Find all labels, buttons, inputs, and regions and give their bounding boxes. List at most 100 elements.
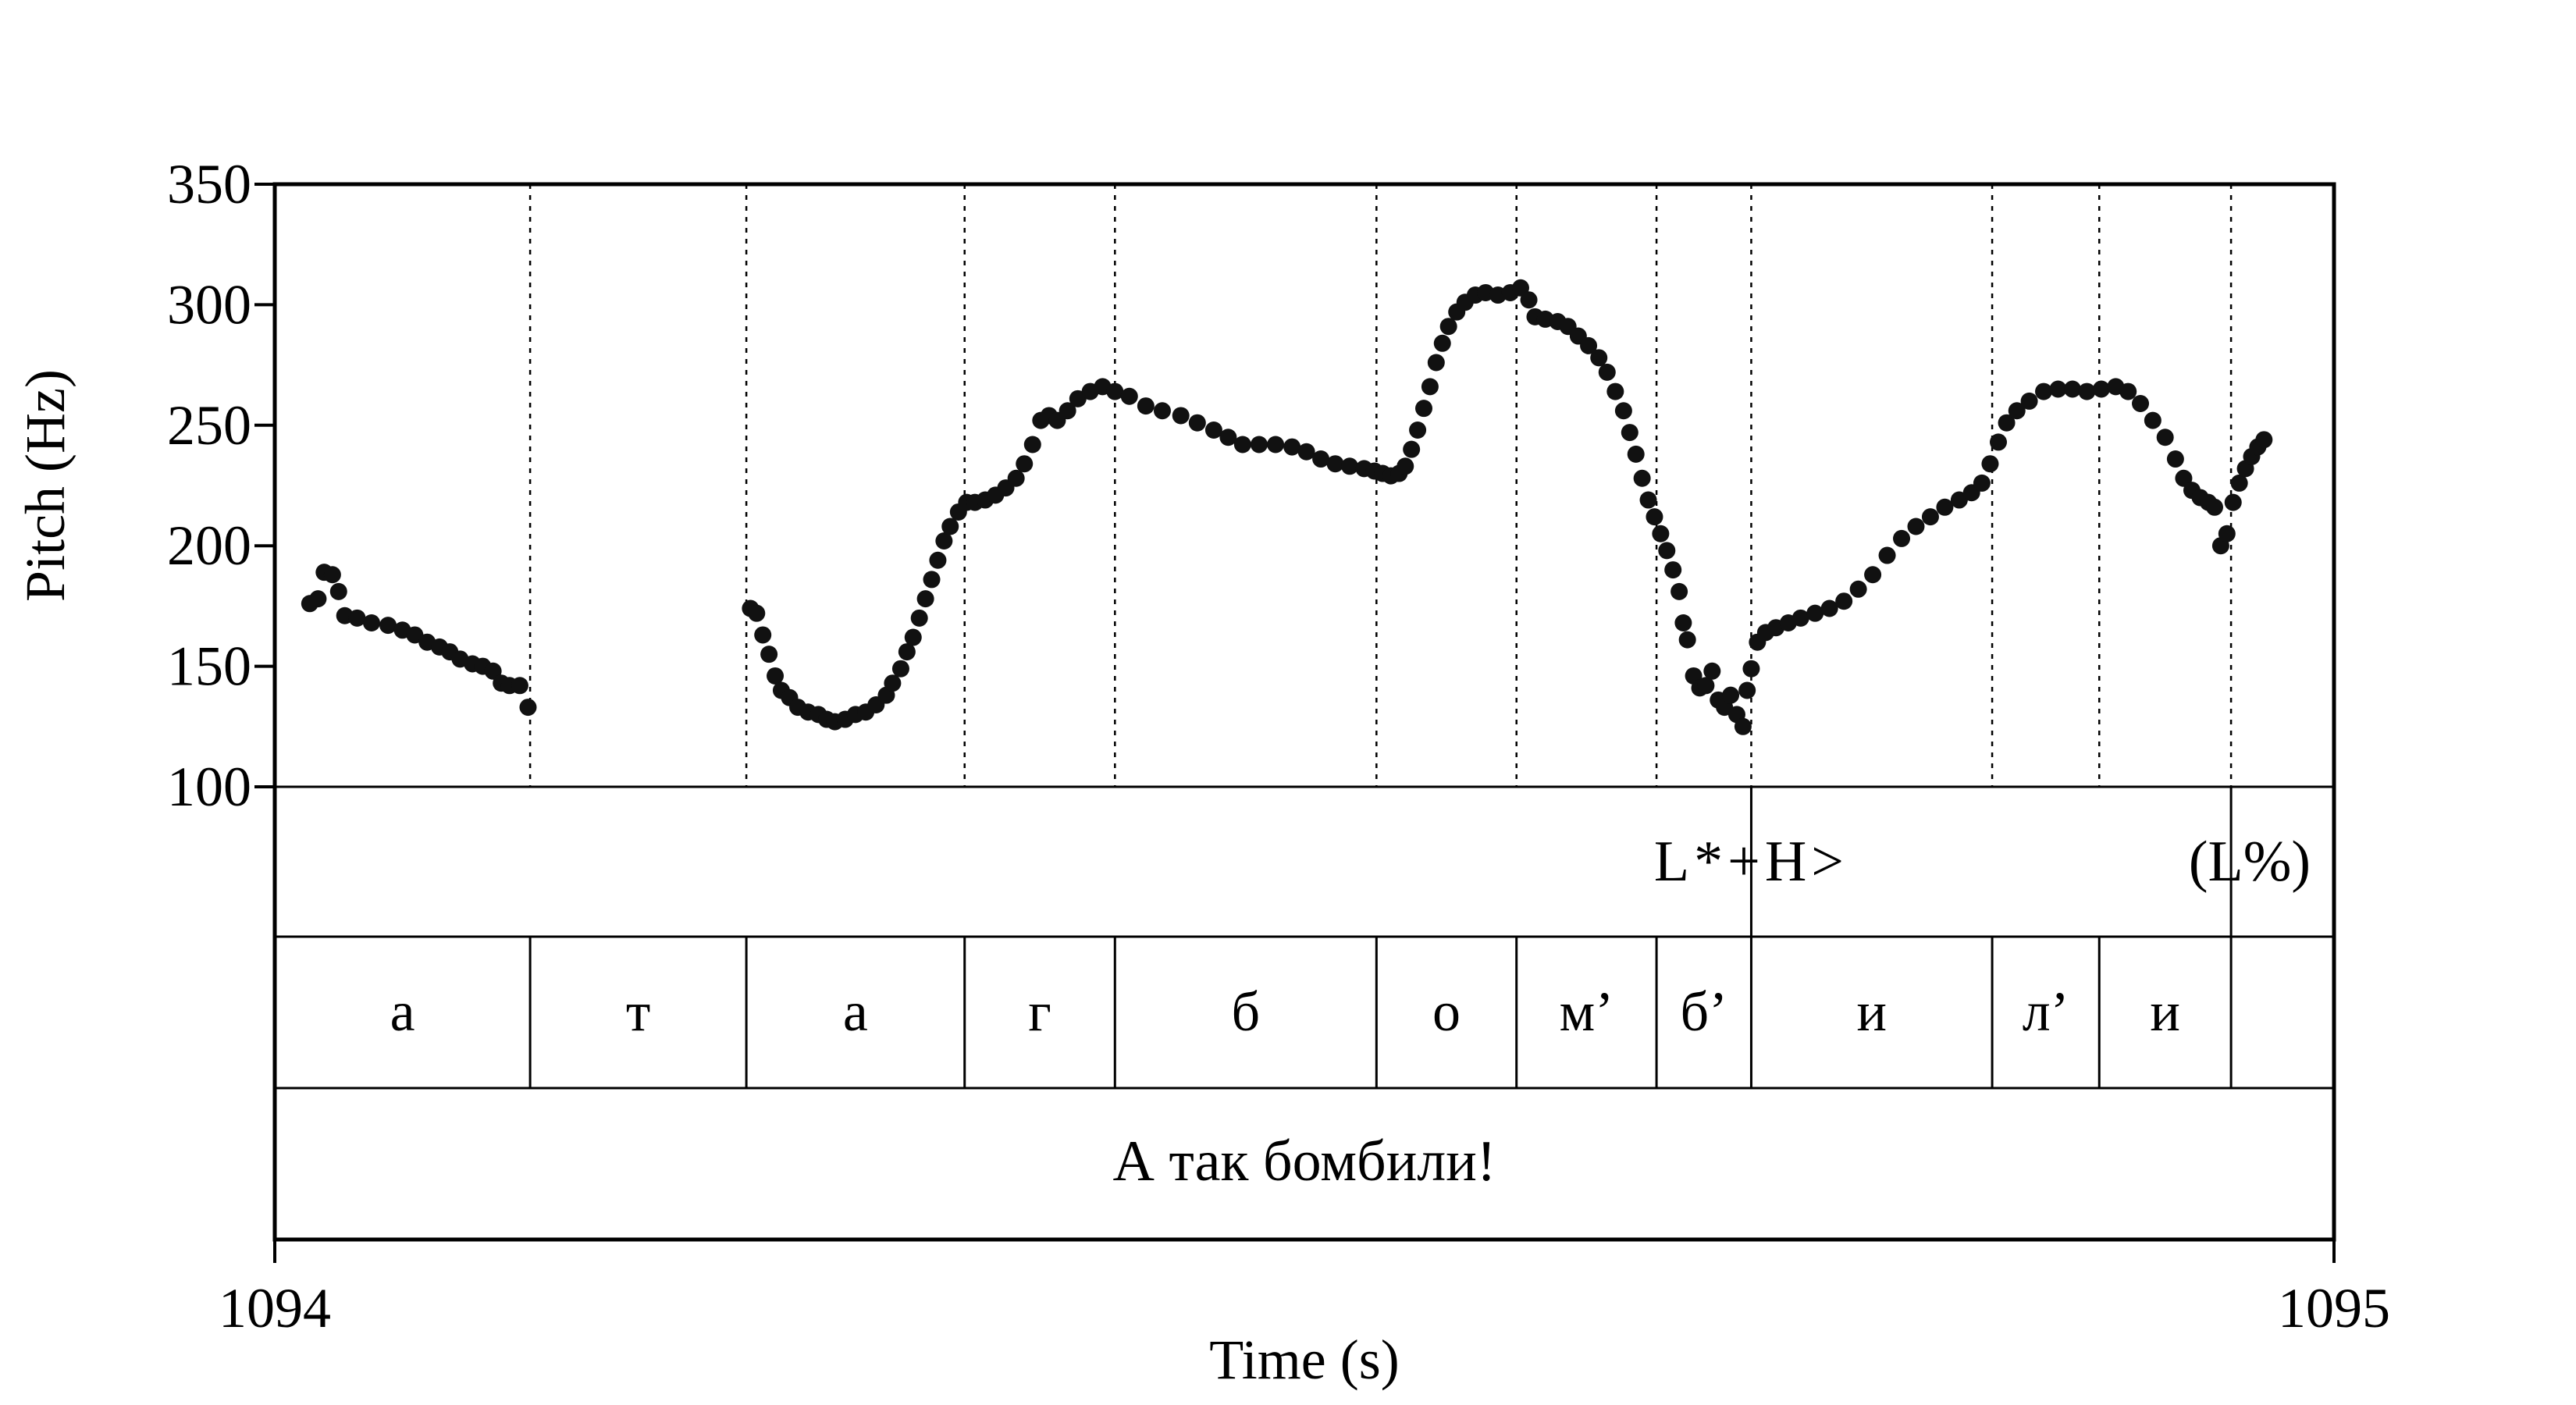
pitch-point — [323, 566, 341, 584]
pitch-point — [2119, 382, 2137, 400]
y-tick-label: 300 — [167, 273, 251, 336]
pitch-point — [1973, 474, 1991, 492]
pitch-point — [1639, 491, 1657, 509]
pitch-point — [1250, 436, 1268, 454]
segment-label: а — [390, 980, 415, 1043]
pitch-point — [1059, 402, 1076, 420]
pitch-point — [1120, 387, 1138, 405]
pitch-point — [1633, 469, 1651, 487]
pitch-point — [1658, 542, 1676, 560]
pitch-point — [1878, 546, 1896, 564]
pitch-point — [1791, 609, 1809, 627]
pitch-point — [923, 571, 941, 589]
pitch-point — [1606, 382, 1624, 400]
pitch-point — [1627, 445, 1645, 463]
pitch-point — [1580, 336, 1598, 354]
pitch-point — [1520, 291, 1538, 309]
pitch-point — [884, 674, 902, 692]
pitch-point — [1409, 421, 1427, 439]
pitch-point — [1722, 686, 1740, 704]
pitch-point — [1172, 407, 1190, 425]
pitch-point — [2224, 493, 2242, 511]
pitch-point — [754, 626, 772, 644]
x-axis-title: Time (s) — [1209, 1329, 1399, 1391]
pitch-point — [891, 660, 909, 678]
pitch-point — [519, 699, 537, 717]
pitch-point — [1738, 681, 1756, 699]
pitch-point — [898, 643, 916, 661]
pitch-point — [929, 551, 947, 569]
pitch-point — [1621, 424, 1638, 442]
pitch-point — [2218, 525, 2236, 542]
x-tick-label: 1094 — [219, 1277, 331, 1339]
pitch-point — [1433, 334, 1451, 352]
pitch-point — [1427, 354, 1445, 372]
pitch-point — [1511, 279, 1529, 297]
pitch-point — [1137, 397, 1155, 415]
pitch-point — [760, 646, 778, 663]
y-tick-label: 100 — [167, 756, 251, 818]
pitch-point — [1820, 599, 1838, 617]
segment-label: г — [1028, 980, 1051, 1043]
pitch-point — [1646, 508, 1663, 526]
pitch-point — [1106, 382, 1124, 400]
pitch-point — [2175, 469, 2193, 487]
pitch-point — [904, 628, 922, 646]
pitch-point — [1326, 455, 1344, 473]
pitch-point — [916, 590, 934, 608]
segment-label: о — [1432, 980, 1461, 1043]
pitch-point — [484, 662, 502, 680]
pitch-point — [1204, 421, 1222, 439]
pitch-point — [1283, 438, 1301, 456]
pitch-point — [2035, 382, 2053, 400]
y-tick-label: 150 — [167, 635, 251, 698]
pitch-point — [511, 677, 528, 695]
pitch-point — [1233, 436, 1251, 454]
pitch-point — [1267, 436, 1285, 454]
pitch-point — [329, 582, 347, 600]
pitch-point — [1188, 414, 1206, 432]
pitch-point — [941, 518, 959, 535]
segment-label: и — [1857, 980, 1888, 1043]
x-tick-label: 1095 — [2278, 1277, 2390, 1339]
pitch-point — [1990, 433, 2008, 451]
pitch-point — [1981, 455, 1999, 473]
segment-label: т — [626, 980, 650, 1043]
pitch-point — [1341, 457, 1359, 475]
pitch-point — [1007, 469, 1025, 487]
segment-label: б — [1231, 980, 1260, 1043]
pitch-point — [309, 590, 327, 608]
pitch-point — [1614, 402, 1632, 420]
segment-label: и — [2150, 980, 2180, 1043]
pitch-point — [1734, 717, 1752, 735]
chart-frame — [254, 182, 2336, 1263]
y-tick-label: 350 — [167, 153, 251, 215]
pitch-point — [2156, 429, 2174, 446]
pitch-point — [1670, 582, 1688, 600]
pitch-point — [2205, 498, 2223, 516]
pitch-point — [767, 667, 785, 685]
pitch-point — [348, 609, 366, 627]
pitch-point — [1403, 440, 1421, 458]
segment-label: а — [843, 980, 868, 1043]
pitch-point — [1849, 580, 1867, 598]
sentence-label: А так бомбили! — [1113, 1129, 1496, 1193]
segment-label: б’ — [1680, 980, 1727, 1043]
pitch-point — [935, 532, 953, 550]
pitch-point — [379, 617, 397, 635]
pitch-point — [1703, 662, 1721, 680]
pitch-point — [1697, 677, 1715, 695]
pitch-point — [1023, 436, 1041, 454]
pitch-point — [1998, 414, 2016, 432]
pitch-point — [1397, 457, 1414, 475]
pitch-point — [1835, 592, 1853, 610]
pitch-point — [1590, 349, 1608, 367]
pitch-point — [1297, 443, 1315, 461]
pitch-point — [1415, 400, 1433, 418]
segment-label: л’ — [2023, 980, 2069, 1043]
pitch-point — [1421, 378, 1439, 396]
pitch-point — [2063, 380, 2081, 398]
pitch-point — [1439, 318, 1457, 336]
pitch-point — [2008, 402, 2026, 420]
